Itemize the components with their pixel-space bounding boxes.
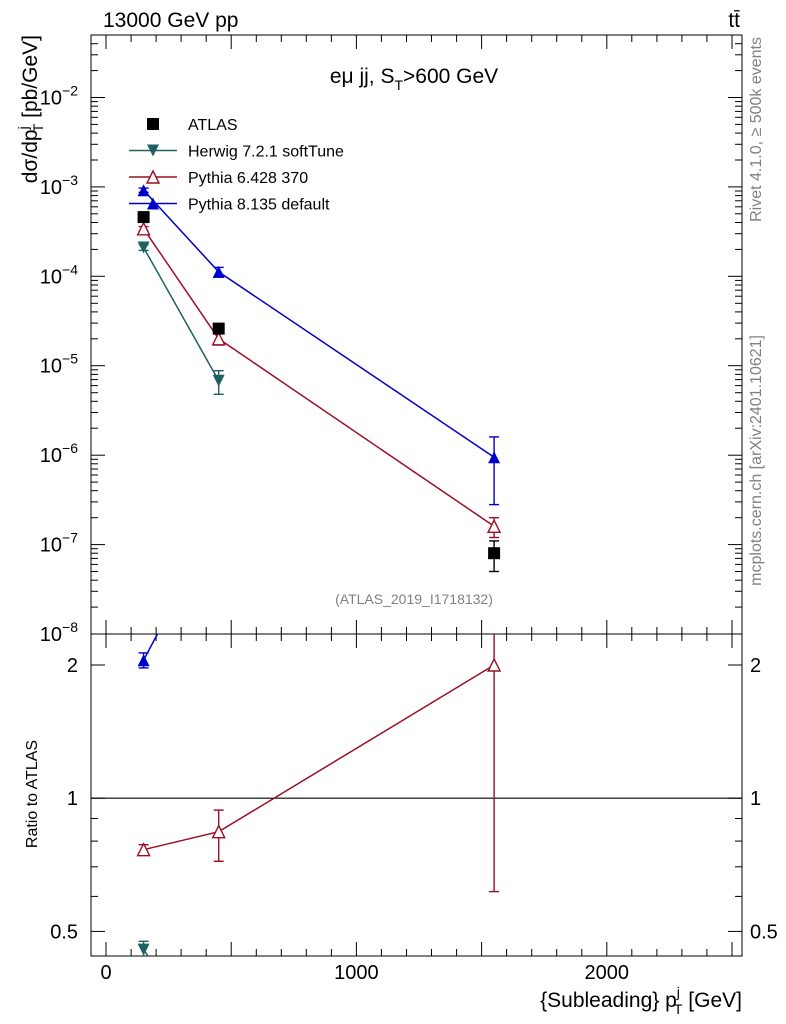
legend-label: Pythia 6.428 370 [188, 170, 308, 187]
data-point [211, 331, 226, 346]
ratio-y-tick-label: 1 [67, 788, 78, 810]
ratio-series-herwig-7-2-1-softtune [137, 940, 150, 956]
data-point [137, 184, 150, 197]
legend-entry-pythia-8-135-default: Pythia 8.135 default [129, 197, 330, 214]
legend-marker [147, 197, 159, 210]
legend-label: Herwig 7.2.1 softTune [188, 144, 344, 161]
x-tick-label: 0 [100, 962, 111, 984]
main-y-tick-label: 10−4 [40, 261, 78, 288]
ratio-y-tick-label: 2 [67, 655, 78, 677]
legend-entry-herwig-7-2-1-softtune: Herwig 7.2.1 softTune [129, 144, 344, 161]
ratio-line-herwig-7-2-1-softtune [142, 949, 149, 956]
main-y-tick-label: 10−6 [40, 440, 78, 467]
main-title: eμ jj, ST>600 GeV [330, 65, 498, 93]
x-tick-label: 2000 [585, 962, 630, 984]
ratio-point [213, 512, 225, 524]
data-point [212, 265, 225, 278]
data-point [488, 451, 501, 464]
legend-label: ATLAS [188, 117, 238, 134]
ratio-line-pythia-8-135-default [142, 634, 159, 661]
series-atlas [137, 211, 501, 573]
ratio-point [136, 842, 151, 857]
data-point [486, 518, 502, 533]
ratio-point [211, 824, 226, 839]
data-point [137, 241, 150, 254]
data-point [137, 211, 150, 224]
main-y-tick-label: 10−2 [40, 83, 78, 110]
ratio-point [137, 943, 150, 956]
ratio-plot-frame [90, 633, 743, 957]
data-point [212, 374, 225, 387]
ratio-point [486, 657, 502, 672]
series-line-pythia-8-135-default [143, 189, 495, 458]
series-line-herwig-7-2-1-softtune [142, 247, 220, 382]
data-point [136, 221, 151, 236]
ratio-y-tick-label-right: 2 [750, 655, 761, 677]
legend-marker [147, 144, 159, 157]
ratio-y-tick-label: 0.5 [50, 921, 78, 943]
main-y-axis-label: dσ/dpjT [pb/GeV] [15, 35, 46, 183]
ratio-line-pythia-6-428-370 [143, 664, 495, 851]
series-herwig-7-2-1-softtune [137, 241, 225, 395]
main-y-tick-label: 10−7 [40, 530, 78, 557]
data-point [212, 322, 225, 335]
legend-entry-pythia-6-428-370: Pythia 6.428 370 [129, 169, 308, 187]
analysis-watermark: (ATLAS_2019_I1718132) [335, 591, 493, 607]
legend-label: Pythia 8.135 default [188, 197, 330, 214]
legend-entry-atlas: ATLAS [147, 117, 238, 134]
series-line-pythia-6-428-370 [142, 228, 495, 527]
x-axis-label: {Subleading} pj T [GeV] [540, 984, 742, 1017]
main-y-tick-label: 10−8 [40, 619, 78, 646]
ratio-y-axis-label: Ratio to ATLAS [24, 740, 41, 848]
data-point [488, 547, 501, 560]
ratio-y-tick-label-right: 1 [750, 788, 761, 810]
process-label: tt̄ [728, 9, 740, 32]
series-pythia-8-135-default [137, 184, 501, 506]
x-tick-label: 1000 [334, 962, 379, 984]
ratio-series-pythia-8-135-default [137, 512, 225, 669]
main-y-tick-label: 10−5 [40, 351, 78, 378]
rivet-label: Rivet 4.1.0, ≥ 500k events [748, 37, 765, 222]
mcplots-label: mcplots.cern.ch [arXiv:2401.10621] [748, 335, 765, 586]
series-pythia-6-428-370 [136, 221, 502, 539]
ratio-point [137, 654, 150, 667]
legend-marker [145, 169, 161, 184]
ratio-y-tick-label-right: 0.5 [750, 921, 778, 943]
ratio-series-pythia-6-428-370 [136, 634, 502, 893]
legend-marker [147, 118, 159, 130]
energy-label: 13000 GeV pp [103, 9, 238, 32]
main-y-tick-label: 10−3 [40, 172, 78, 199]
